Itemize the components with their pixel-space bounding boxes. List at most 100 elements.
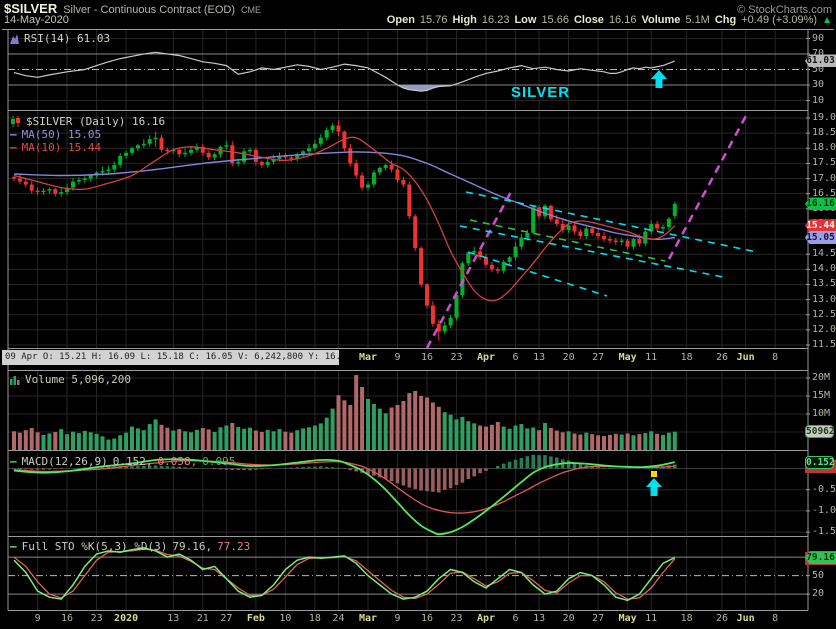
date-tick-label: 18 xyxy=(680,352,693,363)
date-tick-label: 2020 xyxy=(114,613,139,624)
open-value: 15.76 xyxy=(419,14,448,26)
chart-date: 14-May-2020 xyxy=(4,14,69,26)
date-tick-label: 10 xyxy=(279,613,292,624)
axis-value-box: 15.44 xyxy=(805,219,836,233)
sto-line-icon: — xyxy=(10,540,17,553)
copyright: © StockCharts.com xyxy=(737,4,832,16)
macd-value-3: 0.095 xyxy=(202,455,236,468)
y-axis-tick-label: 17.5 xyxy=(812,157,836,169)
y-axis-tick-label: 12.0 xyxy=(812,323,836,335)
chg-label: Chg xyxy=(714,14,737,26)
sto-panel-label: — Full STO %K(5,3) %D(3) 79.16, 77.23 xyxy=(10,540,250,553)
high-label: High xyxy=(452,14,477,26)
rsi-panel-label: RSI(14) 61.03 xyxy=(10,32,110,45)
date-tick-label: May xyxy=(618,352,637,363)
date-tick-label: 18 xyxy=(680,613,693,624)
date-tick-label: 13 xyxy=(167,613,180,624)
date-tick-label: 18 xyxy=(308,613,321,624)
y-axis-tick-label: 17.0 xyxy=(812,172,836,184)
ma50-legend: — MA(50) 15.05 xyxy=(10,128,101,141)
date-tick-label: 11 xyxy=(645,352,658,363)
date-tick-label: 16 xyxy=(60,613,74,624)
y-axis-tick-label: 15M xyxy=(812,390,831,401)
y-axis-tick-label: 90 xyxy=(812,32,825,44)
date-tick-label: Mar xyxy=(358,613,378,624)
y-axis-tick-label: 18.5 xyxy=(812,127,836,139)
y-axis-tick-label: 19.0 xyxy=(812,112,836,123)
chart-header: $SILVER Silver - Continuous Contract (EO… xyxy=(0,0,836,28)
y-axis-tick-label: 12.5 xyxy=(812,308,836,320)
y-axis-tick-label: 18.0 xyxy=(812,142,836,154)
date-tick-label: 21 xyxy=(196,613,209,624)
chg-up-arrow-icon: ▲ xyxy=(822,15,832,26)
ma10-legend: — MA(10) 15.44 xyxy=(10,141,101,154)
date-tick-label: 16 xyxy=(420,352,434,363)
sto-value-1: 79.16, xyxy=(172,540,213,553)
quote-strip: Open 15.76 High 16.23 Low 15.66 Close 16… xyxy=(387,14,832,26)
date-axis-lower: 9 16 23 2020 13 21 27 Feb 10 18 24 Mar 9 16 23 Apr 6 13 20… xyxy=(0,611,836,628)
candlestick-icon xyxy=(11,116,20,127)
ma50-label-text: MA(50) 15.05 xyxy=(21,128,102,141)
date-tick-label: 23 xyxy=(90,613,103,624)
y-axis-tick-label: 50 xyxy=(812,63,825,75)
price-label-text: $SILVER (Daily) 16.16 xyxy=(26,115,166,128)
date-tick-label: 8 xyxy=(772,613,779,624)
exchange: CME xyxy=(241,5,261,15)
sto-value-2: 77.23 xyxy=(217,540,251,553)
volume-label: Volume xyxy=(641,14,681,26)
date-tick-label: 9 xyxy=(394,613,401,624)
date-tick-label: 13 xyxy=(533,352,546,363)
y-axis-tick-label: 20M xyxy=(812,372,831,383)
y-axis-tick-label: 20 xyxy=(812,588,825,600)
open-label: Open xyxy=(386,14,415,26)
date-tick-label: May xyxy=(618,613,637,624)
date-axis-upper: Mar 9 16 23 Apr 6 13 20 27 May 11 18 26 Jun 8 xyxy=(0,350,836,367)
date-tick-label: 26 xyxy=(715,352,729,363)
sto-label-text: Full STO %K(5,3) %D(3) xyxy=(21,540,168,553)
macd-label-text: MACD(12,26,9) xyxy=(21,455,108,468)
y-axis-tick-label: 13.0 xyxy=(812,293,836,305)
low-value: 15.66 xyxy=(541,14,569,26)
ma10-line-icon: — xyxy=(10,141,17,154)
date-tick-label: 23 xyxy=(450,352,463,363)
y-axis-tick-label: 10M xyxy=(812,408,831,419)
silver-annotation-text: SILVER xyxy=(511,84,571,101)
close-value: 16.16 xyxy=(608,14,637,26)
date-tick-label: 16 xyxy=(420,613,434,624)
date-tick-label: Jun xyxy=(736,352,755,363)
y-axis-tick-label: -0.5 xyxy=(812,483,836,495)
y-axis-tick-label: -1.0 xyxy=(812,504,836,516)
date-tick-label: 24 xyxy=(332,613,345,624)
macd-panel-label: — MACD(12,26,9) 0.152, 0.058, 0.095 xyxy=(10,455,235,468)
low-label: Low xyxy=(514,14,537,26)
y-axis-tick-label: 16.5 xyxy=(812,187,836,199)
y-axis-tick-label: 14.5 xyxy=(812,248,836,260)
header-row-1: $SILVER Silver - Continuous Contract (EO… xyxy=(4,1,832,16)
macd-value-1: 0.152, xyxy=(112,455,153,468)
date-tick-label: 6 xyxy=(512,613,519,624)
y-axis-tick-label: 30 xyxy=(812,79,825,90)
price-panel-label: $SILVER (Daily) 16.16 xyxy=(10,115,165,128)
date-tick-label: 11 xyxy=(645,613,658,624)
date-tick-label: 23 xyxy=(450,613,463,624)
axis-value-box: 0.152 xyxy=(805,455,835,469)
date-tick-label: 9 xyxy=(394,352,401,363)
macd-line-icon: — xyxy=(10,455,17,468)
chg-value: +0.49 (+3.09%) xyxy=(741,14,818,26)
rsi-label-text: RSI(14) 61.03 xyxy=(24,32,111,45)
y-axis-tick-label: -1.5 xyxy=(812,526,836,538)
date-tick-label: 20 xyxy=(562,613,575,624)
ma50-line-icon: — xyxy=(10,128,17,141)
rsi-area-icon xyxy=(10,33,19,44)
ohlc-tooltip: 09 Apr O: 15.21 H: 16.09 L: 15.18 C: 16.… xyxy=(2,350,339,365)
y-axis-tick-label: 70 xyxy=(812,48,825,59)
date-tick-label: 27 xyxy=(592,613,605,624)
y-axis-tick-label: 10 xyxy=(812,94,825,106)
header-row-2: 14-May-2020 Open 15.76 High 16.23 Low 15… xyxy=(4,14,832,26)
date-tick-label: 20 xyxy=(562,352,575,363)
high-value: 16.23 xyxy=(481,14,510,26)
date-tick-label: 6 xyxy=(512,352,519,363)
symbol: $SILVER xyxy=(4,1,58,16)
